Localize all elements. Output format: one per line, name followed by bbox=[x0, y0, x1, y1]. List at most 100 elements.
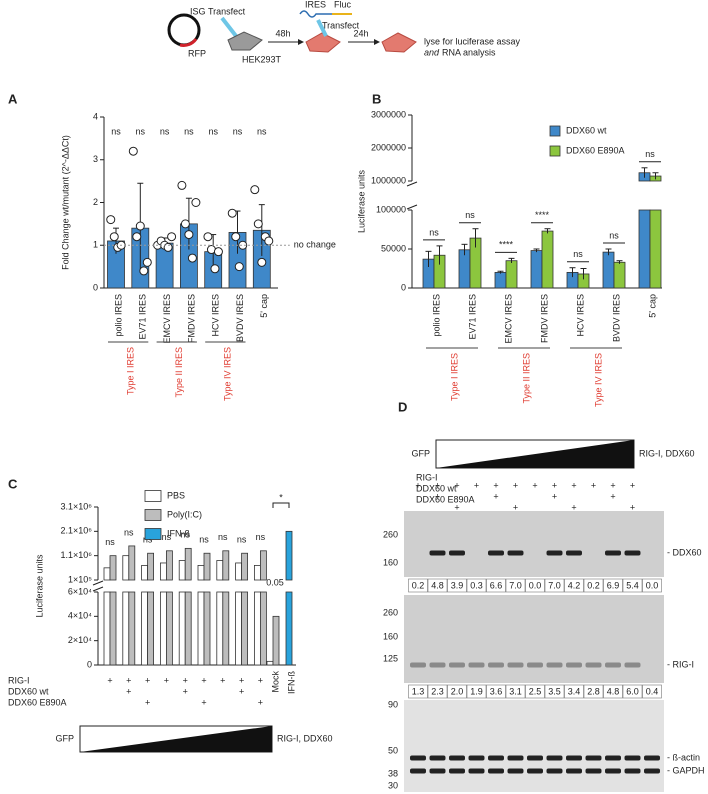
x-tick-label: EV71 IRES bbox=[138, 294, 148, 340]
condition-label: DDX60 wt bbox=[8, 686, 49, 696]
quant-value: 7.0 bbox=[548, 580, 561, 590]
data-point bbox=[132, 232, 142, 242]
band bbox=[410, 755, 426, 761]
band bbox=[507, 768, 524, 774]
band-label: - DDX60 bbox=[667, 547, 702, 557]
quant-cell bbox=[486, 578, 506, 593]
bar bbox=[128, 545, 136, 581]
bar bbox=[216, 560, 224, 581]
data-point bbox=[238, 240, 248, 250]
band-label: - ß-actin bbox=[667, 752, 700, 762]
quant-value: 3.6 bbox=[490, 686, 503, 696]
label: and bbox=[424, 47, 440, 57]
quant-value: 7.0 bbox=[509, 580, 522, 590]
annotation: ns bbox=[465, 210, 475, 220]
x-tick-label: EV71 IRES bbox=[467, 294, 477, 340]
bar bbox=[285, 530, 293, 581]
quant-cell bbox=[408, 578, 428, 593]
annotation: ns bbox=[257, 126, 267, 136]
quant-value: 0.3 bbox=[470, 580, 483, 590]
band bbox=[566, 550, 582, 556]
annotation: ns bbox=[162, 532, 172, 542]
annotation: ns bbox=[124, 527, 134, 537]
band bbox=[546, 550, 563, 556]
annotation: ns bbox=[160, 126, 170, 136]
quant-cell bbox=[447, 684, 467, 699]
quant-cell bbox=[505, 684, 526, 699]
bar bbox=[122, 555, 130, 581]
quant-cell bbox=[525, 684, 545, 699]
legend-swatch bbox=[144, 509, 162, 521]
data-point bbox=[135, 221, 145, 231]
band bbox=[429, 755, 446, 761]
reference-label: no change bbox=[294, 240, 336, 250]
legend-label: DDX60 wt bbox=[566, 125, 607, 135]
bar bbox=[197, 591, 205, 666]
legend-swatch bbox=[144, 490, 162, 502]
x-tick-label: FMDV IRES bbox=[539, 294, 549, 343]
panel-letter: C bbox=[8, 476, 18, 491]
bar bbox=[241, 591, 249, 666]
annotation: ns bbox=[237, 535, 247, 545]
marker-label: 160 bbox=[383, 557, 398, 567]
condition-sign: + bbox=[220, 675, 225, 685]
quant-value: 6.0 bbox=[626, 686, 639, 696]
quant-cell bbox=[583, 578, 604, 593]
x-tick-label: HCV IRES bbox=[211, 294, 221, 337]
data-point bbox=[213, 247, 223, 257]
bar bbox=[178, 591, 186, 666]
plasmid-rfp bbox=[179, 38, 198, 47]
annotation: ns bbox=[184, 126, 194, 136]
quant-value: 5.4 bbox=[626, 580, 639, 590]
annotation: ns bbox=[233, 126, 243, 136]
bar bbox=[141, 565, 149, 581]
y-axis-label: Luciferase units bbox=[356, 169, 366, 233]
bar bbox=[235, 562, 243, 581]
band bbox=[429, 768, 446, 774]
ires-rna bbox=[299, 10, 345, 18]
bar bbox=[141, 591, 149, 666]
x-tick-label: HCV IRES bbox=[575, 294, 585, 337]
band bbox=[605, 550, 621, 556]
data-point bbox=[210, 264, 220, 274]
bar bbox=[530, 250, 543, 289]
annotation: ns bbox=[645, 149, 655, 159]
quant-cell bbox=[564, 578, 584, 593]
condition-sign: + bbox=[454, 502, 459, 512]
condition-sign: + bbox=[610, 480, 615, 490]
condition-sign: + bbox=[552, 480, 557, 490]
band bbox=[527, 755, 543, 761]
label: HEK293T bbox=[242, 54, 282, 64]
group-label: Type IV IRES bbox=[223, 347, 233, 401]
quant-value: 0.0 bbox=[529, 580, 542, 590]
bar bbox=[184, 547, 192, 581]
group-label: Type I IRES bbox=[449, 353, 459, 401]
y-axis-label: Fold Change wt/mutant (2^-ΔΔCt) bbox=[60, 135, 70, 270]
annotation: * bbox=[279, 492, 283, 502]
quant-value: 3.1 bbox=[509, 686, 522, 696]
quant-cell bbox=[408, 684, 428, 699]
condition-sign: + bbox=[571, 480, 576, 490]
y-tick-label: 100000 bbox=[376, 204, 406, 214]
quant-cell bbox=[622, 578, 643, 593]
y-tick-label: 2×10⁴ bbox=[68, 635, 92, 645]
y-tick-label: 0 bbox=[401, 282, 406, 292]
condition-sign: + bbox=[454, 480, 459, 490]
legend-label: IFN-ß bbox=[167, 528, 190, 538]
condition-sign: + bbox=[513, 502, 518, 512]
quant-cell bbox=[505, 578, 526, 593]
legend-label: PBS bbox=[167, 490, 185, 500]
data-point bbox=[187, 253, 197, 263]
band bbox=[585, 768, 602, 774]
gradient-label: RIG-I, DDX60 bbox=[639, 448, 695, 458]
quant-cell bbox=[486, 684, 506, 699]
arrowhead bbox=[374, 39, 380, 45]
y-tick-label: 3.1×10⁶ bbox=[61, 501, 93, 511]
bar bbox=[122, 591, 130, 666]
data-point bbox=[253, 219, 263, 229]
label: 24h bbox=[353, 28, 368, 38]
band bbox=[527, 662, 543, 668]
data-point bbox=[264, 236, 274, 246]
annotation: ns bbox=[609, 230, 619, 240]
